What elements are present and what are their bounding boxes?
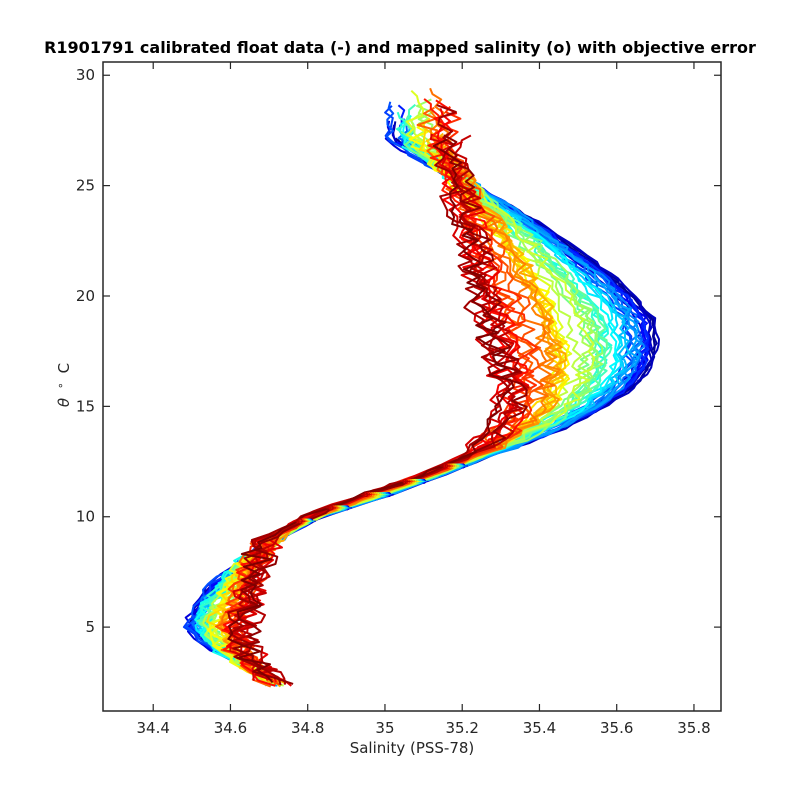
- x-axis-label: Salinity (PSS-78): [350, 739, 475, 757]
- y-tick-label: 5: [85, 618, 95, 636]
- y-tick-labels: 5 10 15 20 25 30: [76, 66, 95, 636]
- x-tick-label: 35: [375, 719, 394, 737]
- mapped-salinity-marker: [442, 463, 448, 469]
- x-tick-label: 35.8: [677, 719, 710, 737]
- profile-line-60: [227, 138, 515, 684]
- axis-ticks: [103, 62, 721, 711]
- x-tick-label: 34.6: [214, 719, 247, 737]
- profile-line-57: [231, 157, 524, 685]
- profile-line-50: [228, 105, 538, 684]
- profile-line-46: [221, 87, 556, 687]
- y-tick-label: 25: [76, 177, 95, 195]
- y-axis-degree: ∘: [54, 382, 67, 389]
- profile-line-23: [198, 114, 620, 683]
- y-tick-label: 10: [76, 508, 95, 526]
- profile-line-19: [195, 120, 630, 687]
- y-tick-label: 15: [76, 397, 95, 415]
- x-tick-label: 34.8: [291, 719, 324, 737]
- profile-line-58: [227, 104, 511, 686]
- x-tick-labels: 34.4 34.6 34.8 35 35.2 35.4 35.6 35.8: [137, 719, 711, 737]
- y-axis-unit: C: [55, 363, 73, 373]
- mapped-salinity-marker: [297, 518, 303, 524]
- x-tick-label: 34.4: [137, 719, 170, 737]
- profile-line-43: [218, 138, 567, 684]
- mapped-salinity-marker: [328, 505, 334, 511]
- y-axis-symbol: θ: [55, 398, 73, 407]
- profile-line-59: [232, 134, 528, 685]
- plot-frame: [102, 61, 722, 712]
- y-axis-label: θ ∘ C: [50, 363, 73, 407]
- profile-line-33: [208, 107, 595, 681]
- chart-title: R1901791 calibrated float data (-) and m…: [44, 38, 756, 57]
- mapped-salinity-marker: [402, 478, 408, 484]
- x-tick-label: 35.6: [600, 719, 633, 737]
- svg-text:θ ∘ C: θ ∘ C: [50, 363, 73, 407]
- x-tick-label: 35.2: [446, 719, 479, 737]
- y-tick-label: 30: [76, 66, 95, 84]
- mapped-salinity-marker: [363, 492, 369, 498]
- x-tick-label: 35.4: [523, 719, 556, 737]
- mapped-salinity-markers: [294, 463, 468, 524]
- plot-area: [182, 87, 660, 688]
- y-tick-label: 20: [76, 287, 95, 305]
